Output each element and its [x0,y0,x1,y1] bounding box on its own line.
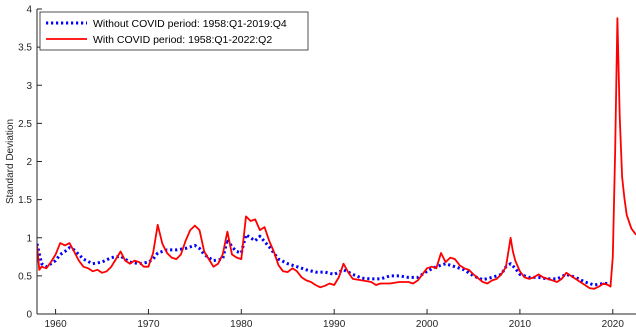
y-axis-label: Standard Deviation [5,119,16,204]
legend-box [39,11,309,51]
y-tick-label: 3.5 [18,43,32,54]
y-tick-label: 0 [26,310,32,321]
x-tick-label: 2020 [602,319,625,327]
series-line [37,233,611,287]
plot-area [37,17,636,290]
y-tick-label: 2.5 [18,119,32,130]
x-tick-label: 2000 [416,319,439,327]
legend: Without COVID period: 1958:Q1-2019:Q4 Wit… [39,11,309,51]
y-tick-label: 0.5 [18,271,32,282]
axes: 0 0.5 1 1.5 2 2.5 3 3.5 4 1960 1970 1980 1990 2000 201… [18,5,636,327]
y-tick-label: 4 [26,5,32,16]
x-tick-label: 1960 [44,319,67,327]
y-tick-label: 3 [26,81,32,92]
legend-label: With COVID period: 1958:Q1-2022:Q2 [93,34,272,46]
x-tick-label: 2010 [509,319,532,327]
legend-label: Without COVID period: 1958:Q1-2019:Q4 [93,18,287,30]
series-line [37,17,636,290]
x-tick-label: 1980 [230,319,253,327]
x-tick-label: 1970 [137,319,160,327]
x-tick-label: 1990 [323,319,346,327]
y-tick-label: 1 [26,233,32,244]
y-tick-label: 2 [26,157,32,168]
y-tick-label: 1.5 [18,195,32,206]
